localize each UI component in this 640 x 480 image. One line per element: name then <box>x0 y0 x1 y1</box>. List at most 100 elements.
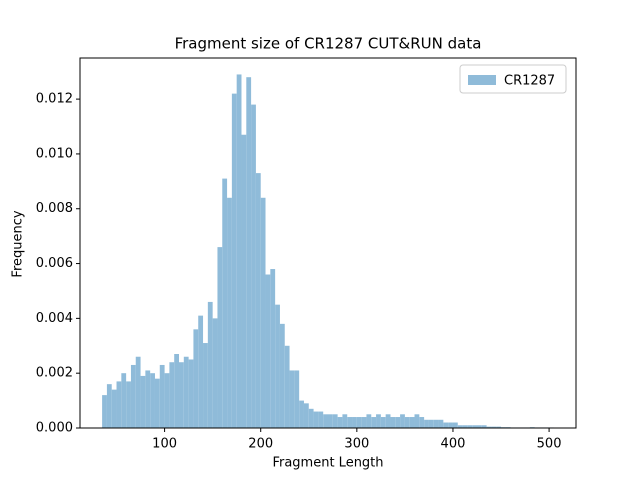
y-tick-label: 0.008 <box>36 201 73 216</box>
y-axis-label: Frequency <box>11 210 26 277</box>
x-tick-label: 400 <box>441 437 466 452</box>
y-tick-label: 0.012 <box>36 92 73 107</box>
histogram-bar <box>328 414 333 428</box>
y-tick-label: 0.006 <box>36 256 73 271</box>
histogram-bar <box>255 173 261 428</box>
histogram-bar <box>231 93 237 428</box>
histogram-bar <box>150 373 155 428</box>
histogram-bar <box>116 381 122 428</box>
histogram-bar <box>193 329 199 428</box>
histogram-bar <box>222 178 228 428</box>
histogram-bar <box>289 370 295 428</box>
histogram-bar <box>169 362 175 428</box>
histogram-bar <box>308 408 314 428</box>
histogram-bar <box>217 247 223 428</box>
histogram-bar <box>361 417 367 428</box>
x-tick-label: 200 <box>248 437 273 452</box>
histogram-bar <box>366 414 372 428</box>
histogram-bar <box>443 422 449 428</box>
histogram-bar <box>313 411 319 428</box>
histogram-bar <box>404 417 410 428</box>
histogram-bar <box>246 77 252 429</box>
histogram-bar <box>414 414 420 428</box>
legend-box <box>459 64 567 94</box>
histogram-bar <box>299 400 304 428</box>
histogram-bar <box>332 414 338 428</box>
histogram-bar <box>121 373 127 428</box>
histogram-bar <box>347 417 353 428</box>
histogram-bar <box>106 384 112 428</box>
histogram-bar <box>159 364 165 428</box>
histogram-bar <box>135 356 141 428</box>
x-tick-label: 300 <box>344 437 369 452</box>
histogram-bar <box>385 414 391 428</box>
histogram-bar <box>337 417 343 428</box>
histogram-bar <box>111 389 117 428</box>
chart-title: Fragment size of CR1287 CUT&RUN data <box>175 35 482 53</box>
histogram-bar <box>491 426 497 428</box>
histogram-bar <box>260 197 266 428</box>
histogram-bar <box>279 323 285 428</box>
histogram-bar <box>183 356 189 428</box>
histogram-bar <box>270 269 276 428</box>
histogram-bar <box>476 425 482 428</box>
histogram-bar <box>356 417 362 428</box>
histogram-bar <box>472 425 477 428</box>
histogram-bar <box>303 403 309 428</box>
histogram-bar <box>130 364 136 428</box>
histogram-bar <box>424 419 429 428</box>
histogram-bar <box>179 362 184 428</box>
histogram-bar <box>294 370 300 428</box>
histogram-bar <box>409 417 415 428</box>
histogram-bar <box>390 417 396 428</box>
histogram-bar <box>376 414 381 428</box>
histogram-bar <box>462 425 468 428</box>
histogram-bar <box>352 417 357 428</box>
histogram-bar <box>284 345 290 428</box>
legend-swatch <box>468 75 496 85</box>
histogram-bar <box>251 104 256 428</box>
histogram-bar <box>496 426 502 428</box>
histogram-bar <box>212 318 218 428</box>
y-tick-label: 0.004 <box>36 311 73 326</box>
y-tick-label: 0.010 <box>36 146 73 161</box>
histogram-bar <box>448 422 453 428</box>
histogram-bar <box>318 411 324 428</box>
histogram-bar <box>452 422 458 428</box>
legend-label: CR1287 <box>504 74 555 89</box>
histogram-bar <box>395 417 401 428</box>
histogram-bar <box>457 425 463 428</box>
histogram-bar <box>371 417 377 428</box>
x-tick-label: 500 <box>537 437 562 452</box>
histogram-bar <box>323 414 328 428</box>
x-tick-label: 100 <box>152 437 177 452</box>
histogram-bar <box>126 381 131 428</box>
histogram-bar <box>428 419 434 428</box>
x-axis-label: Fragment Length <box>272 456 383 471</box>
y-tick-label: 0.002 <box>36 366 73 381</box>
histogram-bar <box>438 419 444 428</box>
histogram-bar <box>241 134 247 429</box>
histogram-bar <box>481 425 487 428</box>
histogram-bar <box>164 373 170 428</box>
histogram-bar <box>207 301 213 428</box>
histogram-bar <box>486 426 492 428</box>
histogram-bar <box>227 197 232 428</box>
histogram-bar <box>174 354 180 428</box>
histogram-bar <box>236 74 242 428</box>
histogram-bar <box>145 370 151 428</box>
histogram-bar <box>433 419 439 428</box>
histogram-bar <box>342 414 348 428</box>
histogram-bar <box>380 417 386 428</box>
histogram-bar <box>140 375 146 428</box>
plot-frame <box>79 57 577 429</box>
y-tick-label: 0.000 <box>36 421 73 436</box>
histogram-bar <box>419 417 425 428</box>
histogram-bar <box>198 315 204 428</box>
histogram-bar <box>188 359 194 428</box>
histogram-bar <box>467 425 473 428</box>
histogram-bar <box>275 304 280 428</box>
histogram-bar <box>265 274 271 428</box>
histogram-bar <box>102 395 107 428</box>
